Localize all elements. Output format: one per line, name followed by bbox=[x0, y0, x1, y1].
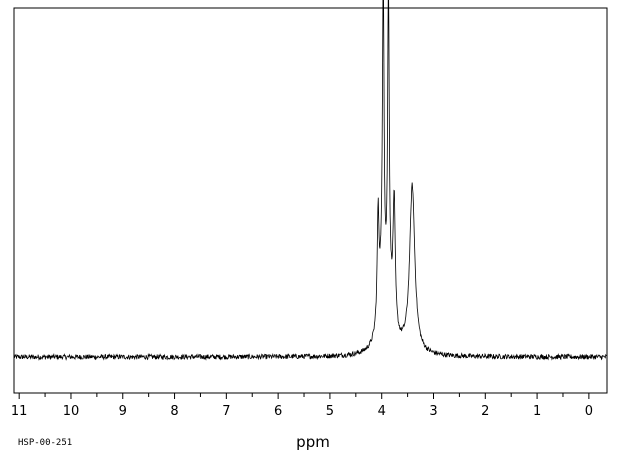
x-tick-label: 4 bbox=[378, 404, 386, 419]
x-tick-label: 11 bbox=[11, 404, 28, 419]
x-tick-label: 1 bbox=[533, 404, 541, 419]
spectrum-line bbox=[13, 0, 608, 361]
x-tick-label: 3 bbox=[429, 404, 437, 419]
x-tick-label: 9 bbox=[119, 404, 127, 419]
x-tick-label: 6 bbox=[274, 404, 282, 419]
x-tick-label: 5 bbox=[326, 404, 334, 419]
spectrum-code: HSP-00-251 bbox=[18, 438, 72, 448]
x-tick-label: 7 bbox=[222, 404, 230, 419]
x-tick-label: 10 bbox=[63, 404, 80, 419]
x-tick-label: 8 bbox=[170, 404, 178, 419]
x-tick-label: 0 bbox=[585, 404, 593, 419]
x-tick-label: 2 bbox=[481, 404, 489, 419]
plot-frame bbox=[13, 7, 608, 394]
x-axis-label: ppm bbox=[296, 433, 330, 451]
x-axis: 11 10 9 8 7 6 5 4 3 2 1 0 bbox=[11, 393, 593, 419]
